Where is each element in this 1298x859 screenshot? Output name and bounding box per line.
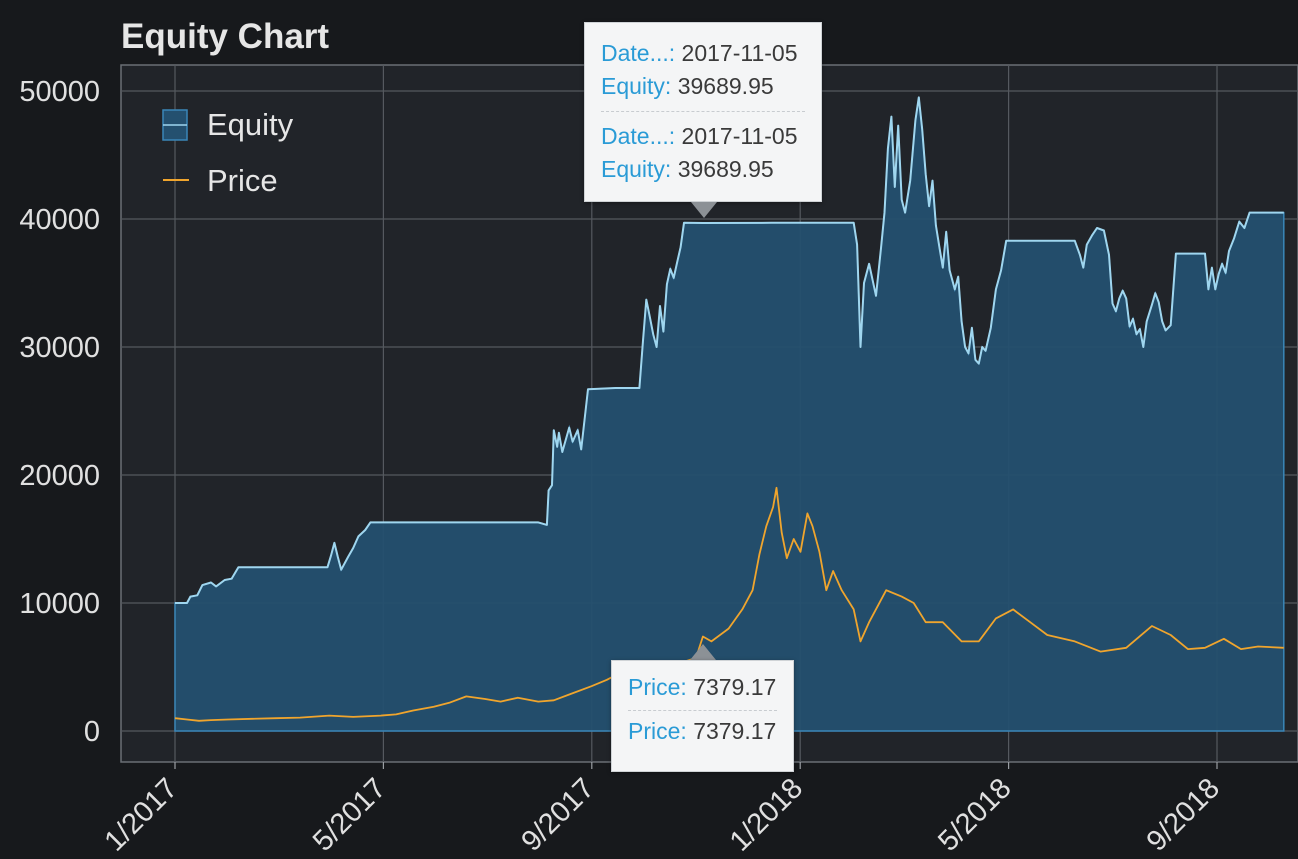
legend[interactable]: Equity Price [162, 107, 294, 198]
tooltip-price-value-2: 7379.17 [693, 718, 777, 744]
tooltip-equity-key-2: Equity: [601, 156, 672, 182]
equity-series-line[interactable] [175, 96, 1284, 604]
legend-label-price: Price [207, 163, 278, 198]
equity-tooltip-pointer [691, 202, 717, 218]
y-tick-label: 20000 [19, 460, 100, 492]
x-tick-label: 5/2017 [307, 772, 392, 857]
x-axis: 1/2017 5/2017 9/2017 1/2018 5/2018 9/2018 [99, 762, 1226, 858]
tooltip-separator-price [628, 710, 777, 711]
chart-title: Equity Chart [121, 17, 329, 56]
tooltip-equity-key: Equity: [601, 73, 672, 99]
price-series-line[interactable] [174, 486, 1284, 722]
legend-item-price[interactable]: Price [163, 163, 278, 198]
price-tooltip: Price: 7379.17 Price: 7379.17 [611, 660, 794, 772]
tooltip-date-key: Date...: [601, 40, 676, 66]
legend-label-equity: Equity [207, 107, 294, 142]
tooltip-separator [601, 111, 805, 112]
series-layer [174, 96, 1285, 732]
tooltip-price-key-2: Price: [628, 718, 687, 744]
tooltip-equity-value: 39689.95 [677, 73, 774, 99]
legend-item-equity[interactable]: Equity [162, 107, 294, 142]
y-tick-label: 40000 [19, 204, 100, 236]
tooltip-price-key: Price: [628, 674, 687, 700]
x-tick-label: 1/2017 [99, 772, 184, 857]
tooltip-date-value: 2017-11-05 [681, 40, 798, 66]
tooltip-price-row-2: Price: 7379.17 [628, 715, 777, 748]
tooltip-price-row: Price: 7379.17 [628, 671, 777, 704]
x-tick-label: 1/2018 [724, 772, 809, 857]
y-tick-label: 0 [84, 716, 100, 748]
y-tick-label: 50000 [19, 76, 100, 108]
y-axis: 0 10000 20000 30000 40000 50000 [19, 76, 100, 748]
tooltip-date-value-2: 2017-11-05 [681, 123, 798, 149]
x-tick-label: 5/2018 [932, 772, 1017, 857]
equity-tooltip: Date...: 2017-11-05 Equity: 39689.95 Dat… [584, 22, 822, 202]
tooltip-date-key-2: Date...: [601, 123, 676, 149]
x-tick-label: 9/2017 [515, 772, 600, 857]
tooltip-price-value: 7379.17 [693, 674, 777, 700]
tooltip-equity-row-2: Equity: 39689.95 [601, 153, 805, 186]
tooltip-date-row-2: Date...: 2017-11-05 [601, 120, 805, 153]
tooltip-equity-row: Equity: 39689.95 [601, 70, 805, 103]
tooltip-equity-value-2: 39689.95 [677, 156, 774, 182]
tooltip-date-row: Date...: 2017-11-05 [601, 37, 805, 70]
y-tick-label: 10000 [19, 588, 100, 620]
y-tick-label: 30000 [19, 332, 100, 364]
price-tooltip-pointer [690, 644, 716, 660]
x-tick-label: 9/2018 [1141, 772, 1226, 857]
